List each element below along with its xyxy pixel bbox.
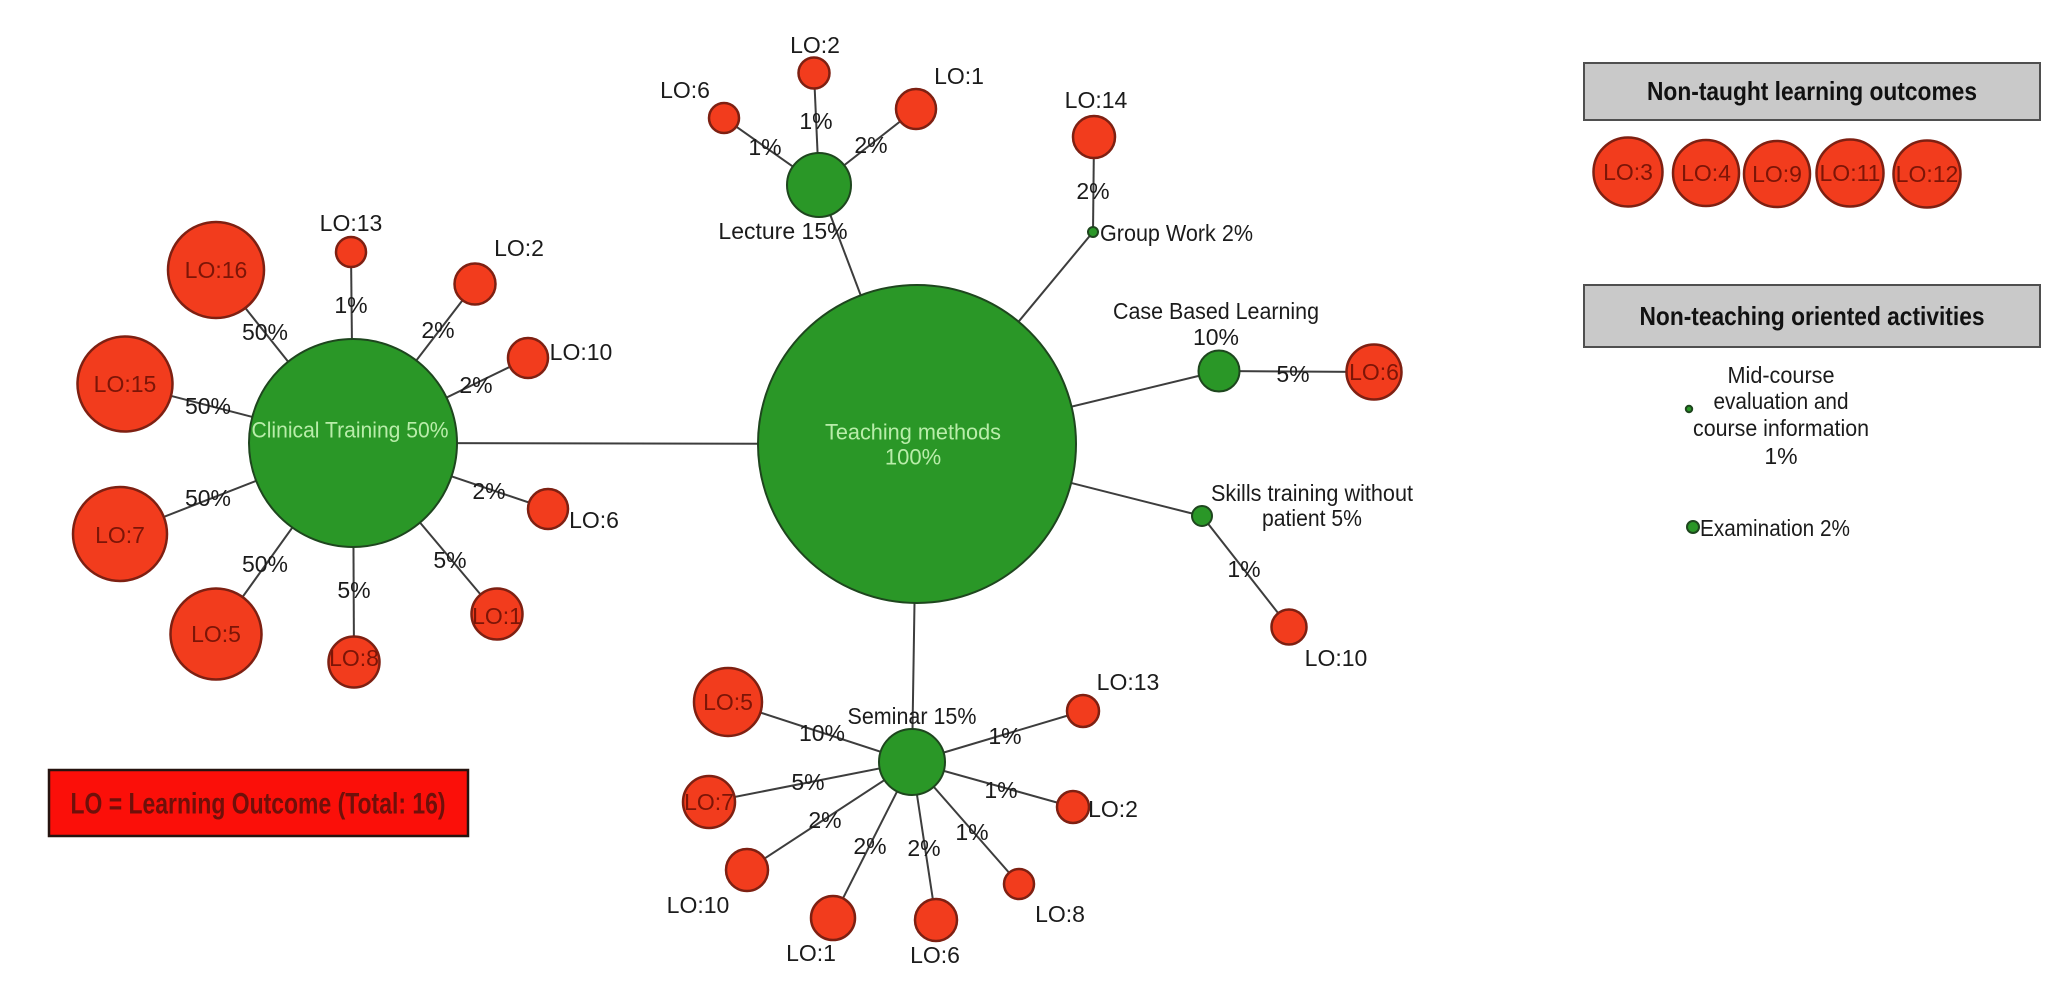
svg-text:100%: 100%	[885, 445, 941, 470]
svg-text:LO:2: LO:2	[790, 32, 840, 58]
svg-text:1%: 1%	[984, 777, 1017, 803]
svg-text:LO:8: LO:8	[1035, 901, 1085, 927]
svg-text:5%: 5%	[337, 577, 370, 603]
svg-text:LO:1: LO:1	[934, 63, 984, 89]
svg-text:2%: 2%	[459, 372, 492, 398]
svg-text:LO:2: LO:2	[494, 235, 544, 261]
svg-text:Examination 2%: Examination 2%	[1700, 515, 1850, 541]
svg-text:2%: 2%	[808, 807, 841, 833]
svg-text:LO:7: LO:7	[684, 789, 734, 815]
svg-text:LO:12: LO:12	[1896, 161, 1959, 187]
svg-text:1%: 1%	[748, 134, 781, 160]
svg-text:LO:16: LO:16	[185, 257, 248, 283]
svg-text:LO:5: LO:5	[703, 689, 753, 715]
svg-text:LO:6: LO:6	[1349, 359, 1399, 385]
svg-text:1%: 1%	[1227, 556, 1260, 582]
svg-text:1%: 1%	[955, 819, 988, 845]
svg-text:1%: 1%	[988, 723, 1021, 749]
svg-text:Group Work 2%: Group Work 2%	[1100, 220, 1253, 246]
svg-text:LO:6: LO:6	[660, 77, 710, 103]
svg-text:LO:4: LO:4	[1681, 160, 1731, 186]
svg-text:Non-teaching oriented activiti: Non-teaching oriented activities	[1640, 301, 1985, 331]
svg-text:1%: 1%	[334, 292, 367, 318]
svg-text:5%: 5%	[1276, 361, 1309, 387]
svg-text:LO:1: LO:1	[472, 603, 522, 629]
svg-text:50%: 50%	[242, 319, 288, 345]
svg-text:10%: 10%	[1193, 324, 1239, 350]
svg-text:2%: 2%	[1076, 178, 1109, 204]
svg-text:2%: 2%	[853, 833, 886, 859]
svg-text:Seminar 15%: Seminar 15%	[848, 703, 977, 729]
svg-text:10%: 10%	[799, 720, 845, 746]
svg-text:LO:3: LO:3	[1603, 159, 1653, 185]
svg-text:Lecture 15%: Lecture 15%	[718, 218, 847, 244]
svg-text:2%: 2%	[854, 132, 887, 158]
svg-text:Case Based Learning: Case Based Learning	[1113, 298, 1319, 324]
svg-text:LO:1: LO:1	[786, 940, 836, 966]
svg-text:Non-taught learning outcomes: Non-taught learning outcomes	[1647, 76, 1977, 106]
svg-text:5%: 5%	[433, 547, 466, 573]
svg-text:course information: course information	[1693, 415, 1869, 441]
svg-text:50%: 50%	[185, 393, 231, 419]
svg-text:LO:15: LO:15	[94, 371, 157, 397]
svg-text:LO:7: LO:7	[95, 522, 145, 548]
svg-text:LO:2: LO:2	[1088, 796, 1138, 822]
svg-text:evaluation and: evaluation and	[1714, 388, 1849, 414]
svg-text:LO:10: LO:10	[667, 892, 730, 918]
svg-text:Mid-course: Mid-course	[1728, 362, 1835, 388]
svg-text:1%: 1%	[799, 108, 832, 134]
svg-text:1%: 1%	[1764, 443, 1797, 469]
svg-text:50%: 50%	[242, 551, 288, 577]
svg-text:LO:13: LO:13	[320, 210, 383, 236]
svg-text:LO:6: LO:6	[910, 942, 960, 968]
svg-text:patient 5%: patient 5%	[1262, 505, 1362, 531]
svg-text:Skills training without: Skills training without	[1211, 480, 1414, 506]
svg-text:2%: 2%	[907, 835, 940, 861]
svg-text:5%: 5%	[791, 769, 824, 795]
svg-text:2%: 2%	[421, 317, 454, 343]
svg-text:2%: 2%	[472, 478, 505, 504]
svg-text:50%: 50%	[185, 485, 231, 511]
svg-text:LO = Learning Outcome (Total:: LO = Learning Outcome (Total: 16)	[71, 788, 446, 821]
svg-text:LO:10: LO:10	[550, 339, 613, 365]
svg-text:LO:11: LO:11	[1820, 160, 1881, 186]
svg-text:Teaching methods: Teaching methods	[825, 420, 1001, 445]
svg-text:LO:14: LO:14	[1065, 87, 1128, 113]
svg-text:Clinical Training 50%: Clinical Training 50%	[252, 418, 449, 443]
svg-text:LO:9: LO:9	[1752, 161, 1802, 187]
svg-text:LO:6: LO:6	[569, 507, 619, 533]
svg-text:LO:5: LO:5	[191, 621, 241, 647]
svg-text:LO:13: LO:13	[1097, 669, 1160, 695]
svg-text:LO:8: LO:8	[329, 645, 379, 671]
svg-text:LO:10: LO:10	[1305, 645, 1368, 671]
